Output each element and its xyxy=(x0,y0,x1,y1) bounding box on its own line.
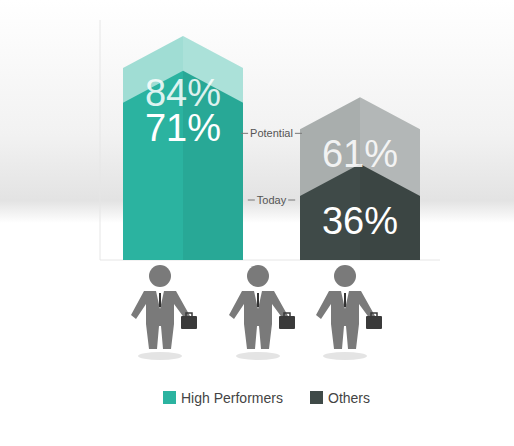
shadow xyxy=(323,352,367,360)
data-label: 71% xyxy=(145,107,221,149)
shirt xyxy=(254,291,262,309)
label-dash xyxy=(288,200,295,201)
legend-label: Others xyxy=(328,390,370,406)
background xyxy=(0,0,514,446)
tie xyxy=(344,293,346,307)
bar xyxy=(123,71,243,260)
label-dash xyxy=(248,200,255,201)
head xyxy=(247,265,269,287)
chart: 84%71%61%36%PotentialTodayHigh Performer… xyxy=(0,0,514,446)
briefcase xyxy=(181,316,197,329)
shadow xyxy=(138,352,182,360)
shadow xyxy=(236,352,280,360)
bar xyxy=(123,36,243,260)
data-label: 36% xyxy=(322,200,398,242)
legend-label: High Performers xyxy=(181,390,283,406)
head xyxy=(149,265,171,287)
briefcase-handle xyxy=(284,313,290,317)
labels: 84%71%61%36%PotentialToday xyxy=(145,72,398,242)
legend: High Performers Others xyxy=(163,390,370,406)
briefcase-handle xyxy=(371,313,377,317)
briefcase xyxy=(366,316,382,329)
person-icon xyxy=(316,265,382,360)
label-dash xyxy=(241,133,248,134)
head xyxy=(334,265,356,287)
bar xyxy=(300,97,420,260)
value-axis xyxy=(100,20,101,260)
tie xyxy=(159,293,161,307)
briefcase xyxy=(279,316,295,329)
category-label: Potential xyxy=(250,127,293,139)
legend-swatch xyxy=(310,391,323,404)
label-dash xyxy=(295,133,302,134)
briefcase-handle xyxy=(186,313,192,317)
shirt xyxy=(156,291,164,309)
person-icon xyxy=(229,265,295,360)
shirt xyxy=(341,291,349,309)
bar xyxy=(300,164,420,260)
tie xyxy=(257,293,259,307)
legend-swatch xyxy=(163,391,176,404)
data-label: 61% xyxy=(322,133,398,175)
person-icon xyxy=(131,265,197,360)
bars xyxy=(123,36,420,260)
category-label: Today xyxy=(257,194,287,206)
